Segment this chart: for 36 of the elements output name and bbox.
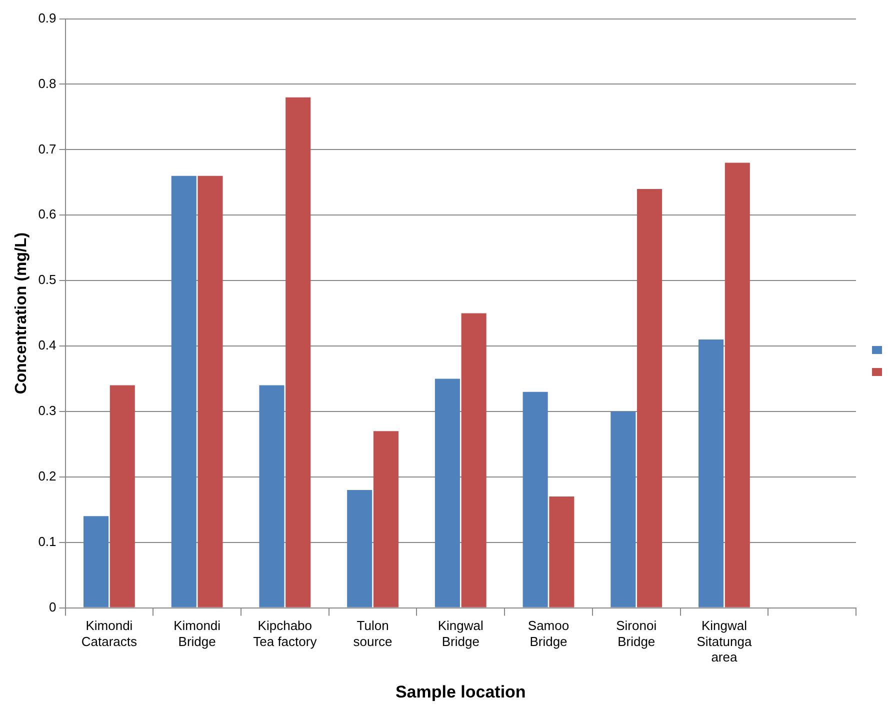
bar bbox=[637, 188, 662, 608]
bar bbox=[698, 339, 724, 608]
y-tick-label: 0.2 bbox=[38, 468, 56, 484]
y-tick-label: 0.3 bbox=[38, 403, 56, 418]
x-tick-label: Kipchabo Tea factory bbox=[253, 618, 318, 649]
y-tick-label: 0.7 bbox=[38, 141, 56, 156]
x-tick-label: Kimondi Bridge bbox=[174, 618, 221, 649]
x-tick-label: Kimondi Cataracts bbox=[81, 618, 138, 649]
y-tick-label: 0.4 bbox=[38, 338, 56, 353]
x-tick-label: Samoo Bridge bbox=[528, 618, 570, 649]
y-axis-title: Concentration (mg/L) bbox=[13, 232, 30, 394]
bar bbox=[461, 313, 486, 608]
bar bbox=[171, 176, 196, 608]
x-tick-label: Tulon source bbox=[353, 618, 392, 649]
x-axis-title: Sample location bbox=[395, 682, 526, 702]
y-tick-label: 0.6 bbox=[38, 206, 56, 222]
bar bbox=[259, 385, 284, 608]
y-tick-label: 0.1 bbox=[38, 534, 56, 549]
bar bbox=[347, 490, 372, 608]
y-tick-label: 0 bbox=[49, 599, 56, 614]
bar bbox=[522, 392, 548, 608]
bar bbox=[434, 378, 460, 608]
y-tick-label: 0.8 bbox=[38, 76, 56, 91]
x-tick-label: Kingwal Bridge bbox=[438, 618, 484, 649]
bar bbox=[724, 162, 750, 608]
bar bbox=[373, 431, 398, 608]
bar bbox=[610, 411, 636, 608]
bar bbox=[286, 97, 311, 608]
x-tick-label: Sironoi Bridge bbox=[616, 618, 657, 649]
y-tick-label: 0.9 bbox=[38, 10, 56, 26]
x-tick-label: Kingwal Sitatunga area bbox=[696, 618, 752, 664]
bar bbox=[84, 516, 109, 608]
bar bbox=[198, 176, 223, 608]
bar bbox=[549, 496, 574, 608]
y-tick-label: 0.5 bbox=[38, 272, 56, 288]
bar bbox=[110, 385, 135, 608]
